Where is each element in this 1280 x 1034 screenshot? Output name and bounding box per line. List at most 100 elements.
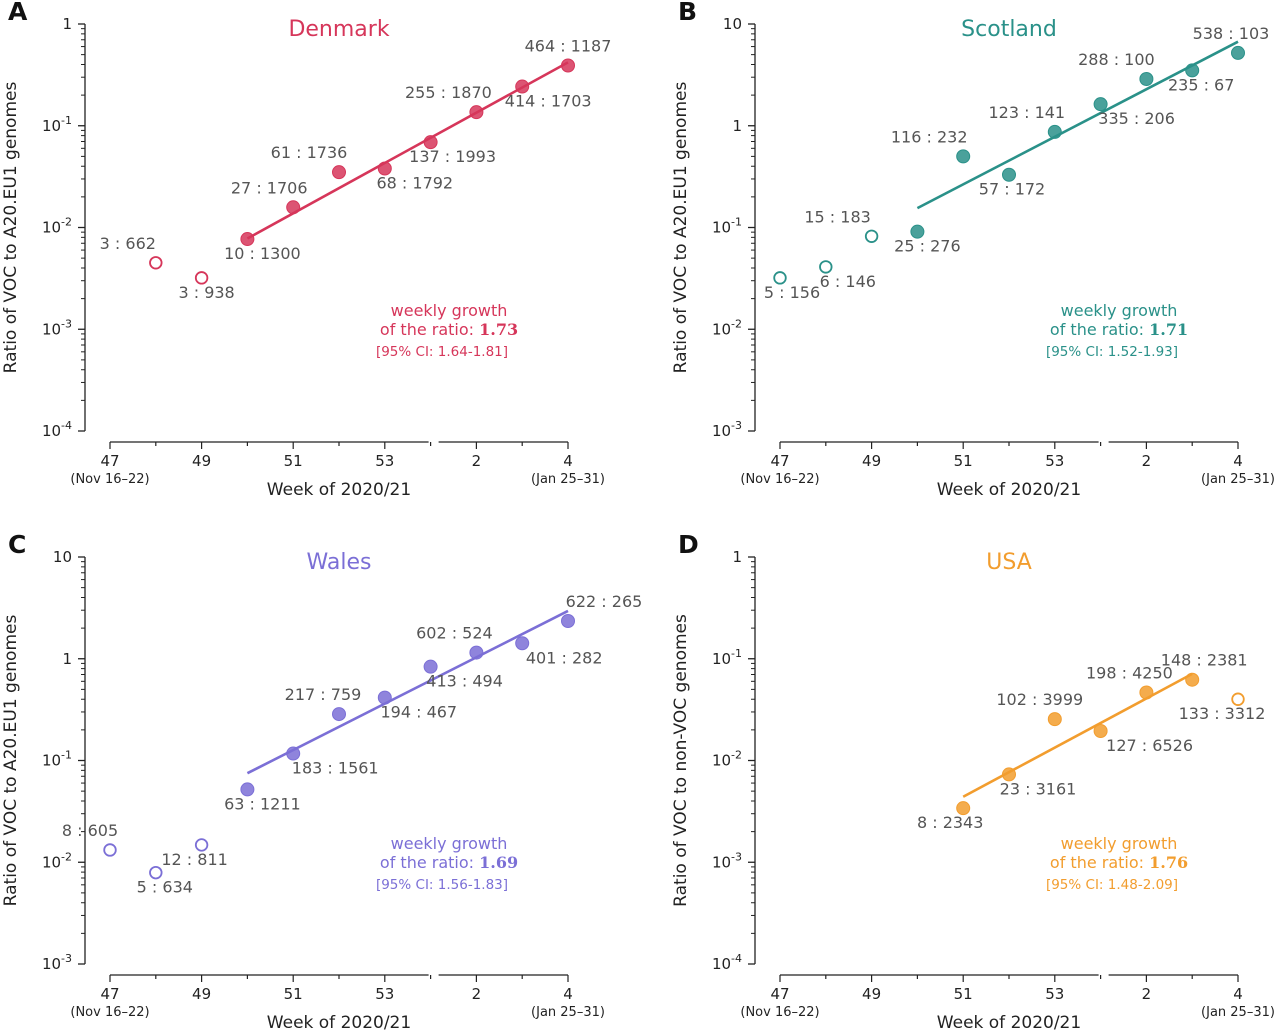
data-point-open <box>819 260 833 274</box>
data-point <box>1047 124 1062 139</box>
x-tick-label: 53 <box>375 452 394 470</box>
growth-annotation-line2: of the ratio: 1.73 <box>380 320 518 339</box>
y-tick-label: 10-2 <box>42 850 72 871</box>
x-tick-label: 53 <box>1045 452 1064 470</box>
growth-ci: [95% CI: 1.52-1.93] <box>1046 344 1178 360</box>
y-axis-label: Ratio of VOC to A20.EU1 genomes <box>1 615 21 907</box>
x-tick-label: 4 <box>1233 985 1243 1003</box>
data-point-label: 217 : 759 <box>285 685 362 704</box>
x-tick-label: 49 <box>192 452 211 470</box>
growth-ratio-text: of the ratio: <box>380 320 479 339</box>
y-axis-label: Ratio of VOC to A20.EU1 genomes <box>671 82 691 374</box>
data-point-label: 414 : 1703 <box>505 92 592 111</box>
data-point <box>377 161 392 176</box>
data-point-label: 538 : 103 <box>1193 24 1270 43</box>
y-tick-label: 10-2 <box>42 216 72 237</box>
y-tick-label: 10-1 <box>42 114 72 135</box>
y-tick-text: 10 <box>53 548 72 566</box>
data-point <box>1231 45 1245 60</box>
data-point <box>956 801 971 816</box>
y-axis-label: Ratio of VOC to A20.EU1 genomes <box>1 82 21 374</box>
data-point-label: 148 : 2381 <box>1161 651 1248 670</box>
y-tick-text: 10-2 <box>712 749 742 770</box>
data-point-label: 127 : 6526 <box>1106 736 1193 755</box>
panel-d: D USA 10-4 10-3 10-2 10-1 1 Ratio of VOC to non… <box>671 530 1275 1033</box>
y-tick-text: 10-3 <box>42 952 72 973</box>
y-tick-label: 1 <box>62 15 72 33</box>
data-point <box>910 224 925 239</box>
data-point-label: 25 : 276 <box>894 237 960 256</box>
y-tick-text: 10-4 <box>42 419 72 440</box>
data-point-open <box>194 271 209 285</box>
panel-letter: B <box>678 0 697 26</box>
y-tick-text: 1 <box>62 15 72 33</box>
y-tick-text: 10-4 <box>712 952 742 973</box>
data-point <box>240 782 255 797</box>
x-tick-label: 2 <box>1142 452 1152 470</box>
data-point <box>332 707 346 722</box>
data-point-label: 61 : 1736 <box>271 143 348 162</box>
x-tick-sublabel: (Jan 25–31) <box>531 472 605 487</box>
data-point <box>469 105 484 120</box>
x-tick-label: 2 <box>1142 985 1152 1003</box>
growth-annotation-line1: weekly growth <box>1061 301 1178 320</box>
growth-value: 1.71 <box>1149 320 1188 339</box>
x-tick-label: 51 <box>954 452 973 470</box>
data-point <box>286 200 301 215</box>
data-point <box>1139 72 1154 87</box>
y-tick-label: 10-3 <box>42 317 72 338</box>
growth-annotation-line1: weekly growth <box>1061 834 1178 853</box>
y-tick-label: 10 <box>53 548 72 566</box>
x-tick-label: 51 <box>284 985 303 1003</box>
growth-ratio-text: of the ratio: <box>1050 320 1149 339</box>
y-tick-text: 10-1 <box>712 647 742 668</box>
data-point-label: 413 : 494 <box>426 672 503 691</box>
data-point-open <box>149 256 163 270</box>
y-tick-label: 1 <box>732 548 742 566</box>
data-point-label: 68 : 1792 <box>376 174 453 193</box>
y-tick-label: 10 <box>723 15 742 33</box>
x-axis-label: Week of 2020/21 <box>937 480 1081 500</box>
growth-ratio-text: of the ratio: <box>1050 853 1149 872</box>
data-point <box>1047 712 1062 727</box>
y-tick-label: 10-1 <box>42 749 72 770</box>
data-point-label: 8 : 605 <box>62 821 118 840</box>
x-tick-label: 2 <box>472 985 482 1003</box>
fit-line <box>916 40 1239 210</box>
y-tick-text: 10 <box>723 15 742 33</box>
panel-letter: D <box>678 530 699 559</box>
data-point-label: 63 : 1211 <box>224 794 301 813</box>
y-tick-label: 1 <box>732 117 742 135</box>
x-tick-sublabel: (Nov 16–22) <box>70 1005 149 1020</box>
data-point-label: 23 : 3161 <box>1000 779 1077 798</box>
y-tick-label: 10-4 <box>712 952 742 973</box>
growth-annotation-line2: of the ratio: 1.71 <box>1050 320 1188 339</box>
y-tick-label: 10-3 <box>712 419 742 440</box>
chart-title: Wales <box>307 550 372 575</box>
data-point-label: 194 : 467 <box>380 703 457 722</box>
data-point <box>1139 685 1154 700</box>
x-tick-sublabel: (Nov 16–22) <box>740 1005 819 1020</box>
fit-line <box>246 609 569 775</box>
data-point-label: 123 : 141 <box>988 103 1065 122</box>
data-point <box>1093 97 1108 112</box>
x-tick-sublabel: (Jan 25–31) <box>531 1005 605 1020</box>
y-tick-text: 10-2 <box>42 216 72 237</box>
data-point-open <box>773 271 787 285</box>
y-axis-label: Ratio of VOC to non-VOC genomes <box>671 614 691 907</box>
y-tick-label: 10-3 <box>42 952 72 973</box>
data-point-open <box>149 865 163 880</box>
panel-c: C Wales 10-3 10-2 10-1 1 10 Ratio of VOC to A20… <box>1 530 642 1033</box>
x-tick-label: 4 <box>1233 452 1243 470</box>
x-axis-label: Week of 2020/21 <box>267 1013 411 1033</box>
growth-annotation-line2: of the ratio: 1.76 <box>1050 853 1188 872</box>
data-point <box>1002 167 1016 182</box>
data-point-label: 5 : 156 <box>764 283 820 302</box>
x-tick-sublabel: (Nov 16–22) <box>740 472 819 487</box>
data-point-label: 335 : 206 <box>1098 109 1175 128</box>
data-point <box>561 613 575 628</box>
data-point-label: 255 : 1870 <box>405 83 492 102</box>
data-point <box>515 79 530 94</box>
y-tick-label: 10-1 <box>712 216 742 237</box>
